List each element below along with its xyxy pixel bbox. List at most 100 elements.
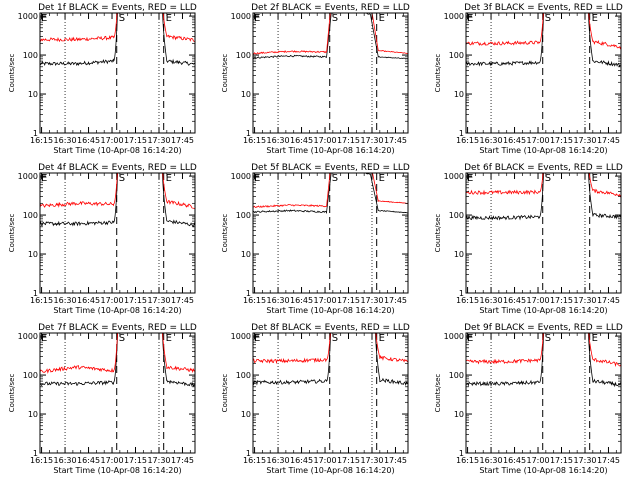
bracket-label-left: E (254, 333, 260, 344)
end-marker-label: E (379, 173, 385, 184)
panel-det-2: Det 2f BLACK = Events, RED = LLD 1 10 100 10… (221, 3, 410, 155)
x-tick-label: 17:45 (171, 456, 194, 465)
y-tick-label: 100 (449, 51, 464, 60)
x-tick-label: 16:30 (54, 136, 77, 145)
start-marker-label: S (332, 333, 338, 344)
series-events-post (162, 173, 195, 228)
end-marker-label: E (379, 13, 385, 24)
x-tick-label: 16:15 (243, 456, 266, 465)
y-tick-label: 1000 (444, 172, 464, 181)
bracket-label-left: E (41, 13, 47, 24)
x-tick-label: 17:30 (360, 456, 383, 465)
x-tick-label: 16:45 (503, 456, 526, 465)
end-marker-label: E (166, 173, 172, 184)
x-tick-label: 17:00 (100, 456, 123, 465)
x-tick-label: 17:15 (550, 456, 573, 465)
x-tick-label: 16:30 (267, 456, 290, 465)
x-tick-label: 16:45 (290, 296, 313, 305)
panel-det-9: Det 9f BLACK = Events, RED = LLD 1 10 100 10… (434, 323, 623, 475)
x-tick-label: 17:45 (597, 456, 620, 465)
y-tick-label: 100 (236, 371, 251, 380)
x-tick-label: 16:45 (290, 456, 313, 465)
y-tick-label: 100 (449, 211, 464, 220)
plot-frame (465, 172, 622, 294)
series-lld-pre (466, 333, 544, 365)
end-marker-label: E (592, 333, 598, 344)
y-axis-label: Counts/sec (221, 54, 229, 93)
series-events-post (588, 13, 621, 68)
x-tick-label: 16:30 (267, 296, 290, 305)
y-axis-label: Counts/sec (434, 214, 442, 253)
series-lld-pre (466, 173, 544, 196)
series-events-pre (466, 13, 545, 67)
plot-frame (39, 332, 196, 454)
series-lld-pre (466, 13, 544, 46)
x-tick-label: 17:30 (573, 136, 596, 145)
bracket-label-left: E (41, 333, 47, 344)
x-axis-label: Start Time (10-Apr-08 16:14:20) (479, 146, 607, 155)
y-tick-label: 100 (236, 211, 251, 220)
y-tick-label: 10 (454, 90, 464, 99)
x-tick-label: 16:15 (243, 296, 266, 305)
y-tick-label: 1000 (444, 12, 464, 21)
x-tick-label: 16:15 (30, 456, 53, 465)
bracket-label-left: E (254, 173, 260, 184)
x-axis-label: Start Time (10-Apr-08 16:14:20) (53, 146, 181, 155)
start-marker-label: S (332, 173, 338, 184)
series-events-pre (253, 333, 332, 386)
x-axis-label: Start Time (10-Apr-08 16:14:20) (479, 466, 607, 475)
start-marker-label: S (545, 13, 551, 24)
plot-frame (465, 12, 622, 134)
series-events (253, 173, 408, 215)
x-tick-label: 17:30 (147, 456, 170, 465)
y-axis-label: Counts/sec (221, 374, 229, 413)
y-tick-label: 1000 (231, 332, 251, 341)
y-axis-label: Counts/sec (221, 214, 229, 253)
x-tick-label: 17:15 (337, 136, 360, 145)
y-tick-label: 10 (241, 410, 251, 419)
x-tick-label: 17:30 (573, 456, 596, 465)
x-tick-label: 16:30 (480, 296, 503, 305)
y-tick-label: 1 (246, 289, 251, 298)
panel-det-4: Det 4f BLACK = Events, RED = LLD 1 10 100 10… (8, 163, 197, 315)
y-tick-label: 1 (246, 449, 251, 458)
panel-title: Det 3f BLACK = Events, RED = LLD (464, 3, 623, 13)
panel-det-6: Det 6f BLACK = Events, RED = LLD 1 10 100 10… (434, 163, 623, 315)
series-lld-post (162, 173, 195, 209)
y-tick-label: 100 (23, 371, 38, 380)
series-lld-pre (40, 173, 118, 208)
series-events-post (588, 173, 621, 220)
x-tick-label: 17:30 (573, 296, 596, 305)
x-tick-label: 16:30 (267, 136, 290, 145)
y-axis-label: Counts/sec (8, 374, 16, 413)
series-lld-pre (253, 333, 331, 365)
panel-det-5: Det 5f BLACK = Events, RED = LLD 1 10 100 10… (221, 163, 410, 315)
x-tick-label: 17:15 (124, 456, 147, 465)
x-axis-label: Start Time (10-Apr-08 16:14:20) (53, 466, 181, 475)
y-tick-label: 1000 (231, 172, 251, 181)
series-events-pre (466, 173, 545, 221)
panel-det-1: Det 1f BLACK = Events, RED = LLD 1 10 100 10… (8, 3, 197, 155)
x-tick-label: 16:30 (480, 136, 503, 145)
x-tick-label: 17:00 (313, 456, 336, 465)
series-lld-post (375, 333, 408, 363)
end-marker-label: E (592, 13, 598, 24)
x-tick-label: 17:30 (360, 296, 383, 305)
series-events-pre (40, 13, 118, 67)
y-tick-label: 10 (28, 90, 38, 99)
x-tick-label: 17:15 (550, 296, 573, 305)
start-marker-label: S (545, 333, 551, 344)
plot-frame (252, 12, 409, 134)
bracket-label-left: E (467, 13, 473, 24)
x-tick-label: 17:45 (384, 456, 407, 465)
y-tick-label: 10 (241, 90, 251, 99)
series-lld (253, 13, 408, 55)
end-marker-label: E (379, 333, 385, 344)
bracket-label-left: E (41, 173, 47, 184)
x-tick-label: 17:45 (171, 136, 194, 145)
x-tick-label: 16:30 (54, 456, 77, 465)
panel-det-3: Det 3f BLACK = Events, RED = LLD 1 10 100 10… (434, 3, 623, 155)
panel-title: Det 6f BLACK = Events, RED = LLD (464, 163, 623, 173)
y-tick-label: 1 (33, 289, 38, 298)
